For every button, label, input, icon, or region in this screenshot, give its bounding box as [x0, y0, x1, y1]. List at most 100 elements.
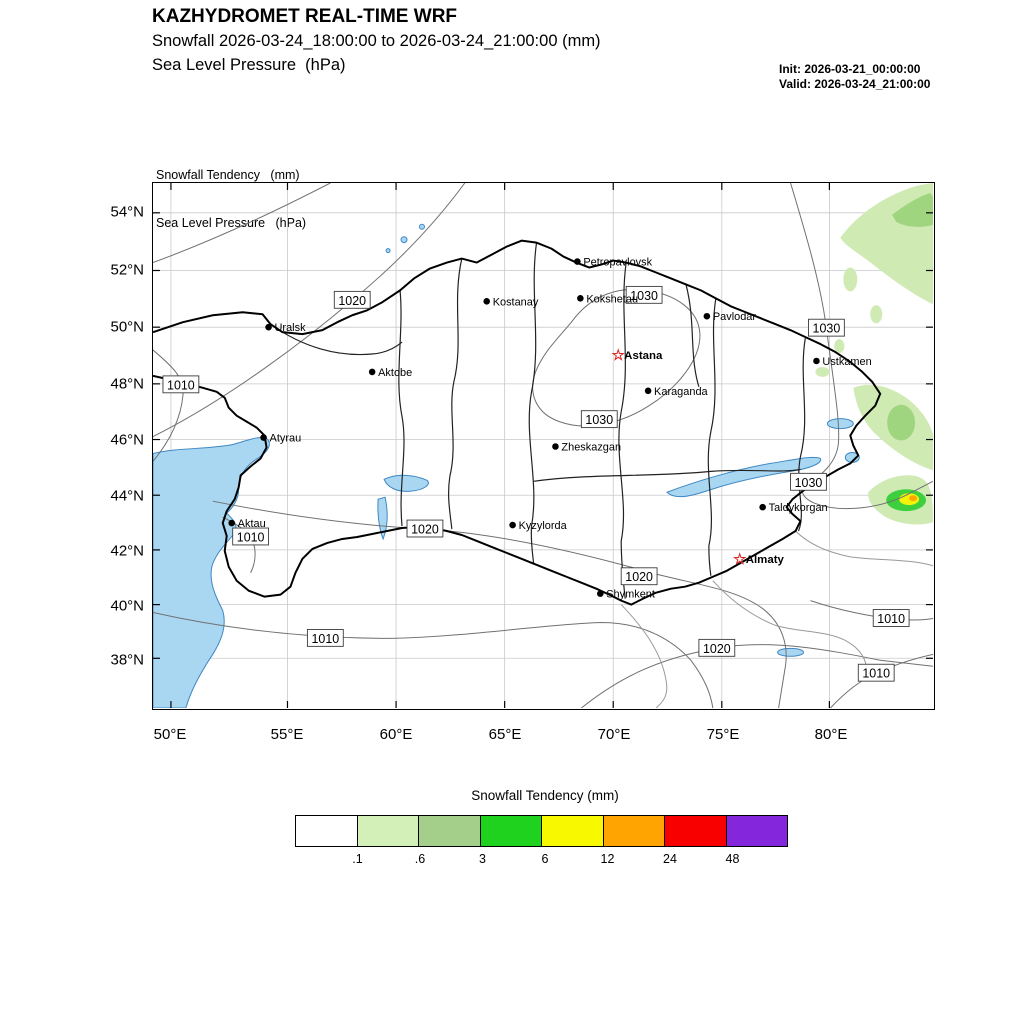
- city-dot-icon: [509, 521, 516, 529]
- city-dot-icon: [759, 503, 766, 511]
- run-times: Init: 2026-03-21_00:00:00 Valid: 2026-03…: [779, 62, 930, 92]
- colorbar-tick-label: 12: [600, 852, 615, 866]
- aral-sea: [383, 474, 429, 492]
- lat-tick-label: 48°N: [110, 375, 144, 393]
- city-label: Kyzylorda: [519, 520, 568, 532]
- pressure-label: 1010: [237, 530, 265, 544]
- colorbar-cell: [295, 815, 358, 847]
- city-star-icon: ☆: [733, 551, 747, 568]
- pressure-label-box: [857, 663, 895, 682]
- city-label: Zheskazgan: [561, 441, 621, 453]
- city-label: Aktau: [238, 518, 266, 530]
- pressure-label: 1010: [862, 667, 890, 681]
- colorbar: [295, 815, 788, 847]
- pressure-label: 1030: [585, 413, 613, 427]
- pressure-label: 1010: [167, 378, 195, 392]
- colorbar-title: Snowfall Tendency (mm): [471, 788, 619, 803]
- pressure-label: 1030: [630, 289, 658, 303]
- lat-tick-label: 38°N: [110, 651, 144, 669]
- pressure-label: 1020: [703, 642, 731, 656]
- city-label: Ustkamen: [822, 356, 871, 368]
- pressure-label-box: [808, 318, 845, 337]
- colorbar-cell: [479, 815, 542, 847]
- colorbar-cell: [664, 815, 727, 847]
- city-dot-icon: [596, 590, 604, 597]
- region-borders: [270, 242, 807, 599]
- pressure-label-box: [333, 290, 371, 309]
- city-dot-icon: [574, 258, 581, 265]
- lat-tick-label: 46°N: [110, 431, 144, 449]
- page-title: KAZHYDROMET REAL-TIME WRF: [152, 6, 458, 27]
- lon-tick-label: 80°E: [814, 726, 848, 743]
- lat-tick-label: 52°N: [110, 261, 144, 279]
- graticule: [153, 183, 933, 708]
- colorbar-tick-label: .1: [352, 852, 363, 866]
- lat-tick-label: 40°N: [110, 597, 144, 615]
- city-dot-icon: [368, 368, 376, 376]
- pressure-label-box: [625, 285, 663, 304]
- colorbar-ticks: .1 .6 3 6 12 24 48: [295, 852, 795, 868]
- axis-tick-marks: [153, 183, 933, 708]
- city-dot-icon: [813, 357, 820, 365]
- lon-tick-label: 65°E: [488, 726, 522, 743]
- pressure-label-box: [580, 410, 618, 429]
- lon-tick-label: 70°E: [597, 726, 631, 743]
- latitude-axis: 54°N 52°N 50°N 48°N 46°N 44°N 42°N 40°N 38°N: [88, 182, 144, 710]
- colorbar-tick-label: 6: [541, 852, 549, 866]
- city-dot-icon: [703, 312, 711, 320]
- pressure-label: 1010: [877, 612, 905, 626]
- lake-issyk-kul: [777, 647, 804, 657]
- pressure-label-box: [620, 567, 658, 586]
- map-key: Snowfall Tendency (mm) Sea Level Pressur…: [156, 135, 306, 247]
- city-label: Shymkent: [606, 589, 655, 601]
- city-label: Pavlodar: [713, 311, 757, 323]
- subtitle-snowfall: Snowfall 2026-03-24_18:00:00 to 2026-03-…: [152, 32, 601, 50]
- pressure-label: 1030: [795, 476, 823, 490]
- city-dot-icon: [260, 434, 267, 441]
- colorbar-tick-label: 24: [663, 852, 677, 866]
- lon-tick-label: 50°E: [153, 726, 187, 743]
- lat-tick-label: 42°N: [110, 542, 144, 560]
- longitude-axis: 50°E 55°E 60°E 65°E 70°E 75°E 80°E: [152, 726, 935, 748]
- map-frame: 1020 1030 1030 1010 1030 1030 1010 1020 1020 1010…: [152, 182, 935, 710]
- colorbar-tick-label: 48: [725, 852, 740, 866]
- caspian-sea: [152, 437, 270, 709]
- lat-tick-label: 44°N: [110, 487, 144, 505]
- city-dot-icon: [552, 443, 559, 450]
- lat-tick-label: 50°N: [110, 318, 144, 336]
- lon-tick-label: 75°E: [706, 726, 740, 743]
- lake-zaysan: [826, 418, 854, 430]
- pressure-contours: [152, 182, 934, 709]
- lat-tick-label: 54°N: [110, 203, 144, 221]
- colorbar-tick-label: 3: [479, 852, 486, 866]
- map-key-line2: Sea Level Pressure (hPa): [156, 216, 307, 230]
- colorbar-tick-label: .6: [414, 852, 426, 866]
- subtitle-pressure: Sea Level Pressure (hPa): [152, 56, 346, 74]
- aral-sea-west: [377, 496, 388, 541]
- city-label: Karaganda: [654, 386, 708, 398]
- snowfall-areas: [815, 183, 933, 525]
- city-dot-icon: [228, 519, 235, 527]
- map-canvas: 1020 1030 1030 1010 1030 1030 1010 1020 1020 1010…: [152, 182, 934, 709]
- colorbar-cell: [602, 815, 665, 847]
- city-label: Almaty: [746, 554, 785, 566]
- city-dot-icon: [644, 387, 652, 395]
- lake-balkhash: [666, 456, 822, 498]
- pressure-labels-layer: 1020 1030 1030 1010 1030 1030 1010 1020 1020 1010…: [162, 285, 910, 682]
- country-border: [152, 239, 882, 606]
- pressure-label-box: [162, 375, 200, 394]
- city-label: Atyrau: [270, 433, 302, 445]
- pressure-label: 1010: [311, 632, 339, 646]
- map-key-line1: Snowfall Tendency (mm): [156, 168, 300, 182]
- pressure-label: 1020: [625, 570, 653, 584]
- init-time: Init: 2026-03-21_00:00:00: [779, 62, 921, 76]
- pressure-label-box: [790, 472, 827, 491]
- lon-tick-label: 60°E: [379, 726, 413, 743]
- pressure-label: 1030: [813, 322, 841, 336]
- city-label: Uralsk: [275, 322, 307, 334]
- pressure-label-box: [698, 638, 736, 657]
- colorbar-cell: [356, 815, 419, 847]
- colorbar-cell: [418, 815, 481, 847]
- city-label: Astana: [624, 350, 663, 362]
- pressure-label: 1020: [411, 523, 439, 537]
